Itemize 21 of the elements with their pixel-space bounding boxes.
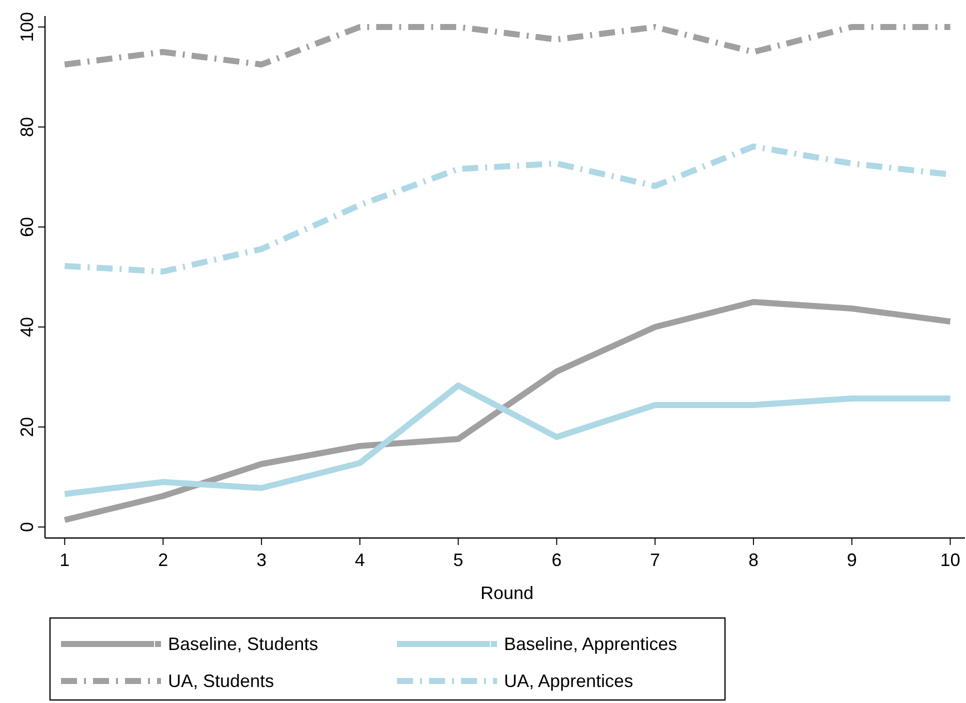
y-tick-label: 80: [17, 116, 37, 138]
x-tick-label: 3: [256, 550, 266, 570]
x-tick-label: 8: [748, 550, 758, 570]
y-tick-label: 40: [17, 316, 37, 338]
y-tick-label: 100: [17, 12, 37, 42]
x-tick-label: 9: [846, 550, 857, 570]
y-tick-label: 20: [17, 416, 37, 438]
legend-label: UA, Apprentices: [504, 671, 634, 691]
x-tick-label: 7: [650, 550, 660, 570]
x-tick-label: 10: [940, 550, 960, 570]
legend-label: Baseline, Students: [168, 634, 318, 654]
x-tick-label: 2: [158, 550, 168, 570]
x-axis-title: Round: [480, 583, 534, 603]
x-tick-label: 1: [60, 550, 70, 570]
x-tick-label: 6: [552, 550, 562, 570]
legend-label: Baseline, Apprentices: [504, 634, 678, 654]
x-tick-label: 5: [453, 550, 464, 570]
x-tick-label: 4: [354, 550, 365, 570]
legend-label: UA, Students: [168, 671, 274, 691]
y-tick-label: 0: [17, 522, 37, 532]
y-tick-label: 60: [17, 216, 37, 238]
